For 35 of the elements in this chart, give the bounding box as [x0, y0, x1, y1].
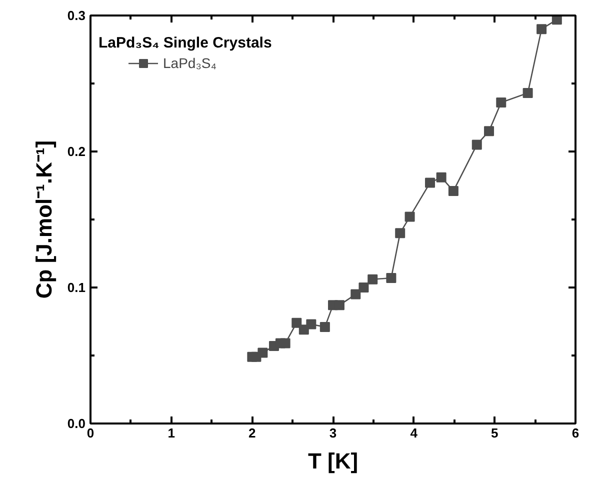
point [368, 274, 378, 284]
point [436, 172, 446, 182]
text: LaPd₃S₄ Single Crystals [98, 34, 272, 52]
point [484, 126, 494, 136]
point [320, 322, 330, 332]
x-tick-label: 1 [168, 426, 175, 440]
x-tick-label: 2 [248, 426, 256, 440]
legend-label: LaPd₃S₄ [163, 55, 216, 71]
point [292, 318, 302, 328]
point [425, 178, 435, 188]
x-tick-label: 3 [329, 426, 337, 440]
point [536, 24, 547, 34]
point [472, 140, 482, 150]
point [358, 282, 369, 292]
point [522, 88, 533, 98]
point [448, 186, 458, 196]
point [404, 212, 415, 222]
x-tick-label: 5 [491, 426, 498, 440]
x-tick-label: 6 [572, 426, 580, 440]
y-tick-label: 0.2 [67, 144, 86, 159]
y-tick-label: 0.3 [67, 8, 86, 23]
y-tick-label: 0.0 [67, 416, 86, 431]
point [386, 272, 396, 283]
point [350, 289, 361, 300]
point [280, 338, 290, 348]
y-axis-title: Cp [J.mol⁻¹.K⁻¹] [31, 140, 56, 299]
point [306, 319, 316, 330]
x-axis-title: T [K] [308, 448, 358, 474]
x-tick-label: 4 [410, 426, 418, 440]
point [496, 98, 506, 108]
point [334, 300, 344, 310]
point [258, 348, 268, 358]
point [395, 228, 406, 238]
y-tick-label: 0.1 [67, 280, 86, 295]
x-tick-label: 0 [86, 426, 94, 440]
